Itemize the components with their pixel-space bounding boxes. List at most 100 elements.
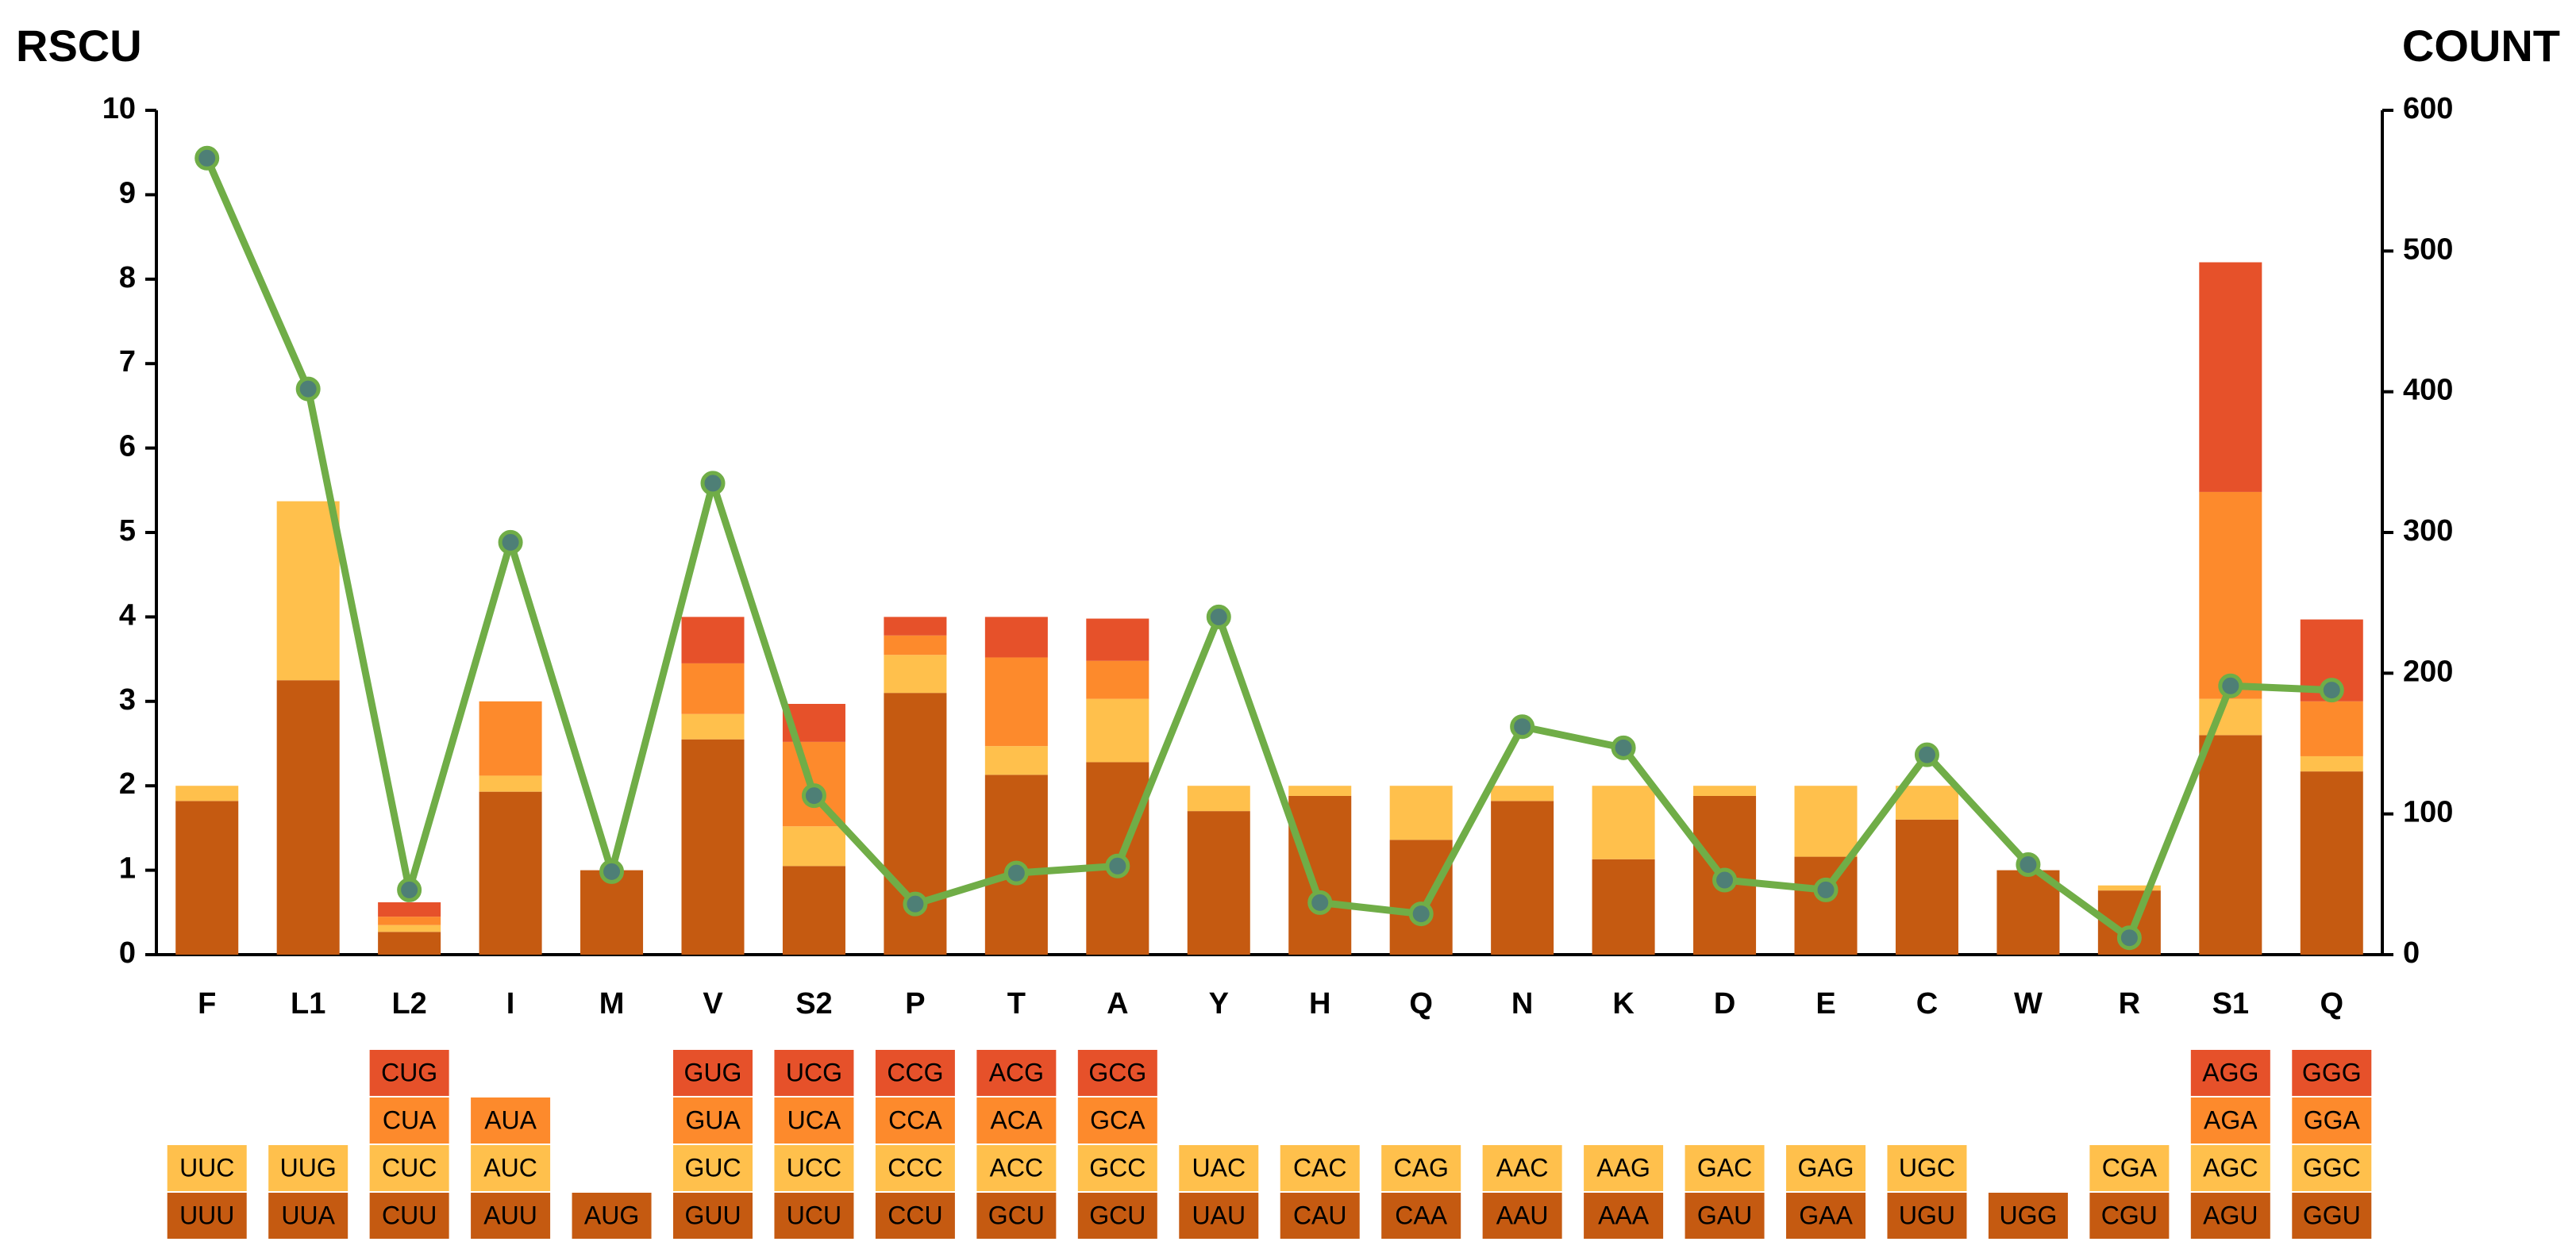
codon-label: AGU — [2203, 1201, 2258, 1229]
codon-box — [1381, 1193, 1461, 1239]
bar-segment — [479, 791, 542, 955]
x-tick-label: S1 — [2212, 987, 2249, 1021]
count-marker — [498, 529, 523, 555]
codon-box — [1786, 1145, 1866, 1191]
codon-label: ACA — [990, 1105, 1042, 1134]
codon-label: CAA — [1395, 1201, 1447, 1229]
codon-box — [673, 1097, 753, 1144]
codon-box — [875, 1050, 955, 1096]
codon-box — [369, 1145, 449, 1191]
codon-label: UUC — [179, 1153, 234, 1182]
codon-label: AUA — [484, 1105, 537, 1134]
y-axis-title: RSCU — [16, 21, 142, 71]
y-tick-label: 8 — [119, 261, 136, 294]
bar-segment — [2300, 701, 2363, 756]
x-tick-label: Q — [1409, 987, 1433, 1021]
bar-segment — [276, 501, 340, 681]
codon-label: UGC — [1899, 1153, 1955, 1182]
codon-label: GAU — [1697, 1201, 1752, 1229]
y-tick-label: 6 — [119, 430, 136, 463]
bar-segment — [1086, 618, 1149, 661]
codon-label: AAC — [1496, 1153, 1549, 1182]
codon-label: CGA — [2102, 1153, 2158, 1182]
y-tick-label: 0 — [119, 936, 136, 970]
codon-box — [369, 1097, 449, 1144]
x-tick-label: T — [1007, 987, 1026, 1021]
codon-box — [774, 1145, 854, 1191]
codon-label: GAG — [1797, 1153, 1854, 1182]
codon-box — [2292, 1193, 2372, 1239]
bar-segment — [782, 826, 845, 867]
bar-segment — [479, 775, 542, 792]
bar-segment — [1288, 795, 1352, 955]
bar-segment — [2199, 698, 2262, 736]
codon-label: CCA — [888, 1105, 942, 1134]
codon-box — [2190, 1097, 2270, 1144]
codon-label: UAC — [1192, 1153, 1246, 1182]
bar-segment — [1693, 786, 1757, 796]
codon-box — [268, 1193, 348, 1239]
bar-segment — [884, 655, 947, 694]
codon-box — [2292, 1050, 2372, 1096]
count-marker — [700, 471, 726, 496]
codon-label: CCU — [888, 1201, 942, 1229]
y-tick-label: 9 — [119, 176, 136, 210]
codon-box — [976, 1050, 1057, 1096]
bar-segment — [1794, 856, 1858, 955]
codon-label: GCC — [1089, 1153, 1146, 1182]
x-tick-label: V — [703, 987, 723, 1021]
codon-box — [1280, 1193, 1360, 1239]
bar-segment — [276, 680, 340, 955]
bar-segment — [2300, 771, 2363, 955]
bar-segment — [984, 746, 1048, 775]
codon-box — [774, 1050, 854, 1096]
codon-box — [1381, 1145, 1461, 1191]
count-marker — [1813, 877, 1839, 902]
bar-segment — [1794, 786, 1858, 857]
y-tick-label: 3 — [119, 683, 136, 717]
codon-label: GCA — [1090, 1105, 1146, 1134]
codon-label: GUU — [684, 1201, 741, 1229]
x-tick-label: K — [1612, 987, 1635, 1021]
codon-box — [572, 1193, 652, 1239]
bar-segment — [681, 617, 745, 663]
codon-box — [1077, 1050, 1157, 1096]
codon-box — [167, 1193, 247, 1239]
codon-label: AUG — [584, 1201, 639, 1229]
codon-label: CCG — [887, 1058, 943, 1086]
bar-segment — [1288, 786, 1352, 796]
codon-box — [2292, 1097, 2372, 1144]
bar-segment — [1592, 859, 1655, 955]
codon-box — [471, 1097, 551, 1144]
count-marker — [801, 783, 826, 809]
y2-tick-label: 400 — [2403, 374, 2453, 407]
y2-tick-label: 300 — [2403, 514, 2453, 548]
codon-label: AUC — [483, 1153, 537, 1182]
bar-segment — [1187, 811, 1250, 955]
codon-label: UAU — [1192, 1201, 1246, 1229]
count-marker — [1206, 604, 1231, 629]
codon-box — [976, 1145, 1057, 1191]
codon-box — [673, 1145, 753, 1191]
x-tick-label: A — [1107, 987, 1128, 1021]
codon-label: GCG — [1088, 1058, 1146, 1086]
codon-box — [875, 1145, 955, 1191]
codon-box — [1887, 1193, 1967, 1239]
codon-label: CUC — [382, 1153, 437, 1182]
y2-tick-label: 0 — [2403, 936, 2420, 970]
bar-segment — [378, 917, 441, 925]
y-tick-label: 4 — [119, 598, 136, 632]
count-marker — [1105, 853, 1130, 878]
y-tick-label: 2 — [119, 767, 136, 801]
bar-segment — [175, 786, 239, 801]
count-marker — [2116, 925, 2142, 951]
codon-box — [1988, 1193, 2068, 1239]
y2-tick-label: 600 — [2403, 92, 2453, 125]
codon-box — [2089, 1193, 2170, 1239]
codon-box — [1077, 1193, 1157, 1239]
codon-box — [673, 1193, 753, 1239]
count-line — [203, 156, 2332, 942]
bar-segment — [378, 924, 441, 932]
codon-label: CGU — [2101, 1201, 2158, 1229]
codon-label: UUG — [280, 1153, 337, 1182]
